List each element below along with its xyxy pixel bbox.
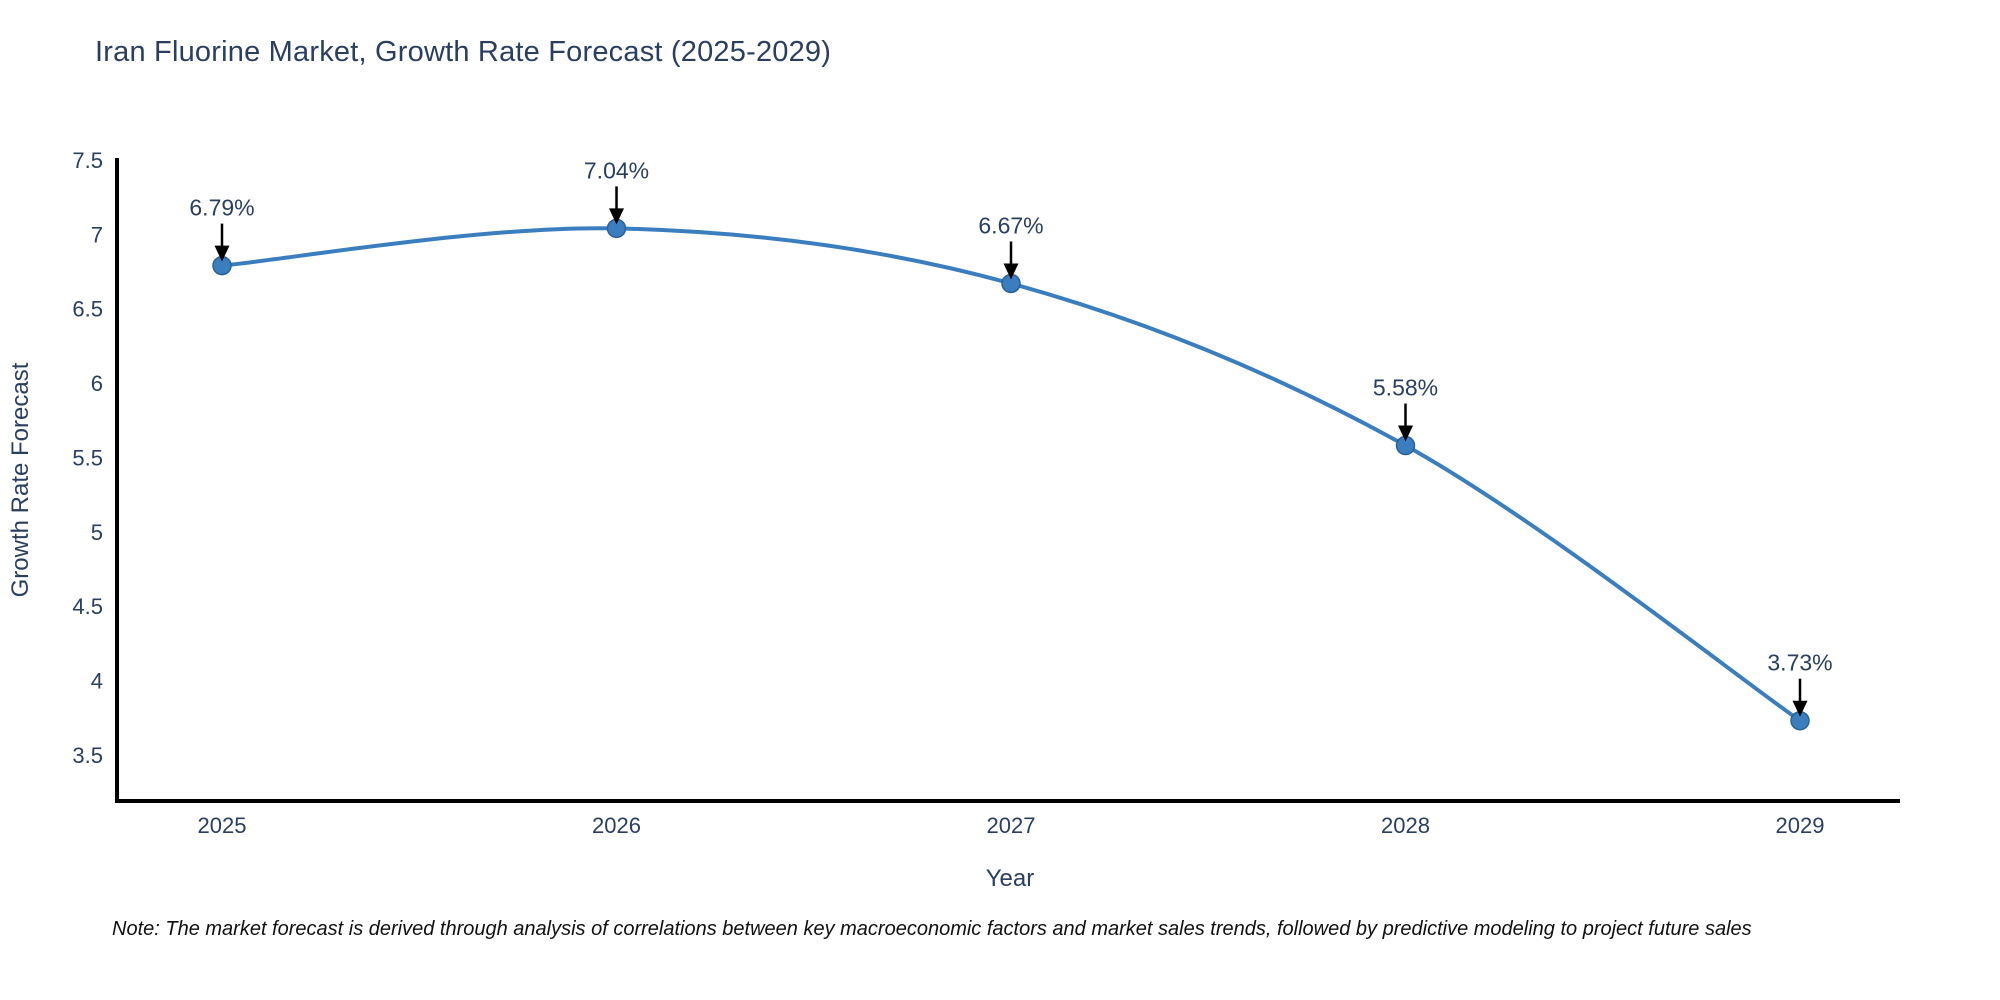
y-tick-label: 6 — [91, 371, 103, 396]
line-series-layer — [212, 218, 1810, 731]
y-tick-label: 6.5 — [72, 297, 103, 322]
point-annotation-label: 5.58% — [1373, 375, 1438, 401]
x-tick-label: 2026 — [592, 813, 641, 838]
annotation-arrow-head — [1792, 700, 1808, 717]
x-tick-label: 2027 — [987, 813, 1036, 838]
annotation-arrow-head — [609, 208, 624, 225]
chart-title: Iran Fluorine Market, Growth Rate Foreca… — [95, 36, 832, 68]
x-tick-label: 2028 — [1381, 813, 1430, 838]
annotation-arrow-head — [1003, 263, 1019, 280]
chart-note: Note: The market forecast is derived thr… — [112, 918, 1752, 940]
axes-layer: 3.5 4 4.5 5 5.5 6 6.5 7 7.5 2025 2026 2027 2028 2029 — [72, 148, 1900, 838]
annotation-arrow-head — [1398, 425, 1413, 442]
x-axis-title: Year — [986, 865, 1035, 892]
y-tick-label: 5 — [91, 520, 103, 545]
y-tick-label: 3.5 — [72, 743, 103, 768]
x-tick-label: 2025 — [198, 813, 247, 838]
y-tick-label: 7 — [91, 222, 103, 247]
annotation-layer: 6.79% 7.04% 6.67% 5.58% 3.73% — [189, 157, 1833, 717]
x-tick-label: 2029 — [1776, 813, 1825, 838]
y-tick-label: 5.5 — [72, 445, 103, 470]
y-tick-label: 7.5 — [72, 148, 103, 173]
point-annotation-label: 7.04% — [584, 157, 649, 183]
y-axis-title: Growth Rate Forecast — [7, 362, 34, 597]
point-annotation-label: 6.79% — [189, 195, 254, 221]
point-annotation-label: 6.67% — [978, 212, 1043, 238]
forecast-line — [220, 226, 1802, 723]
y-tick-label: 4 — [91, 669, 103, 694]
y-tick-label: 4.5 — [72, 594, 103, 619]
point-annotation-label: 3.73% — [1767, 650, 1832, 676]
annotation-arrow-head — [214, 245, 230, 262]
